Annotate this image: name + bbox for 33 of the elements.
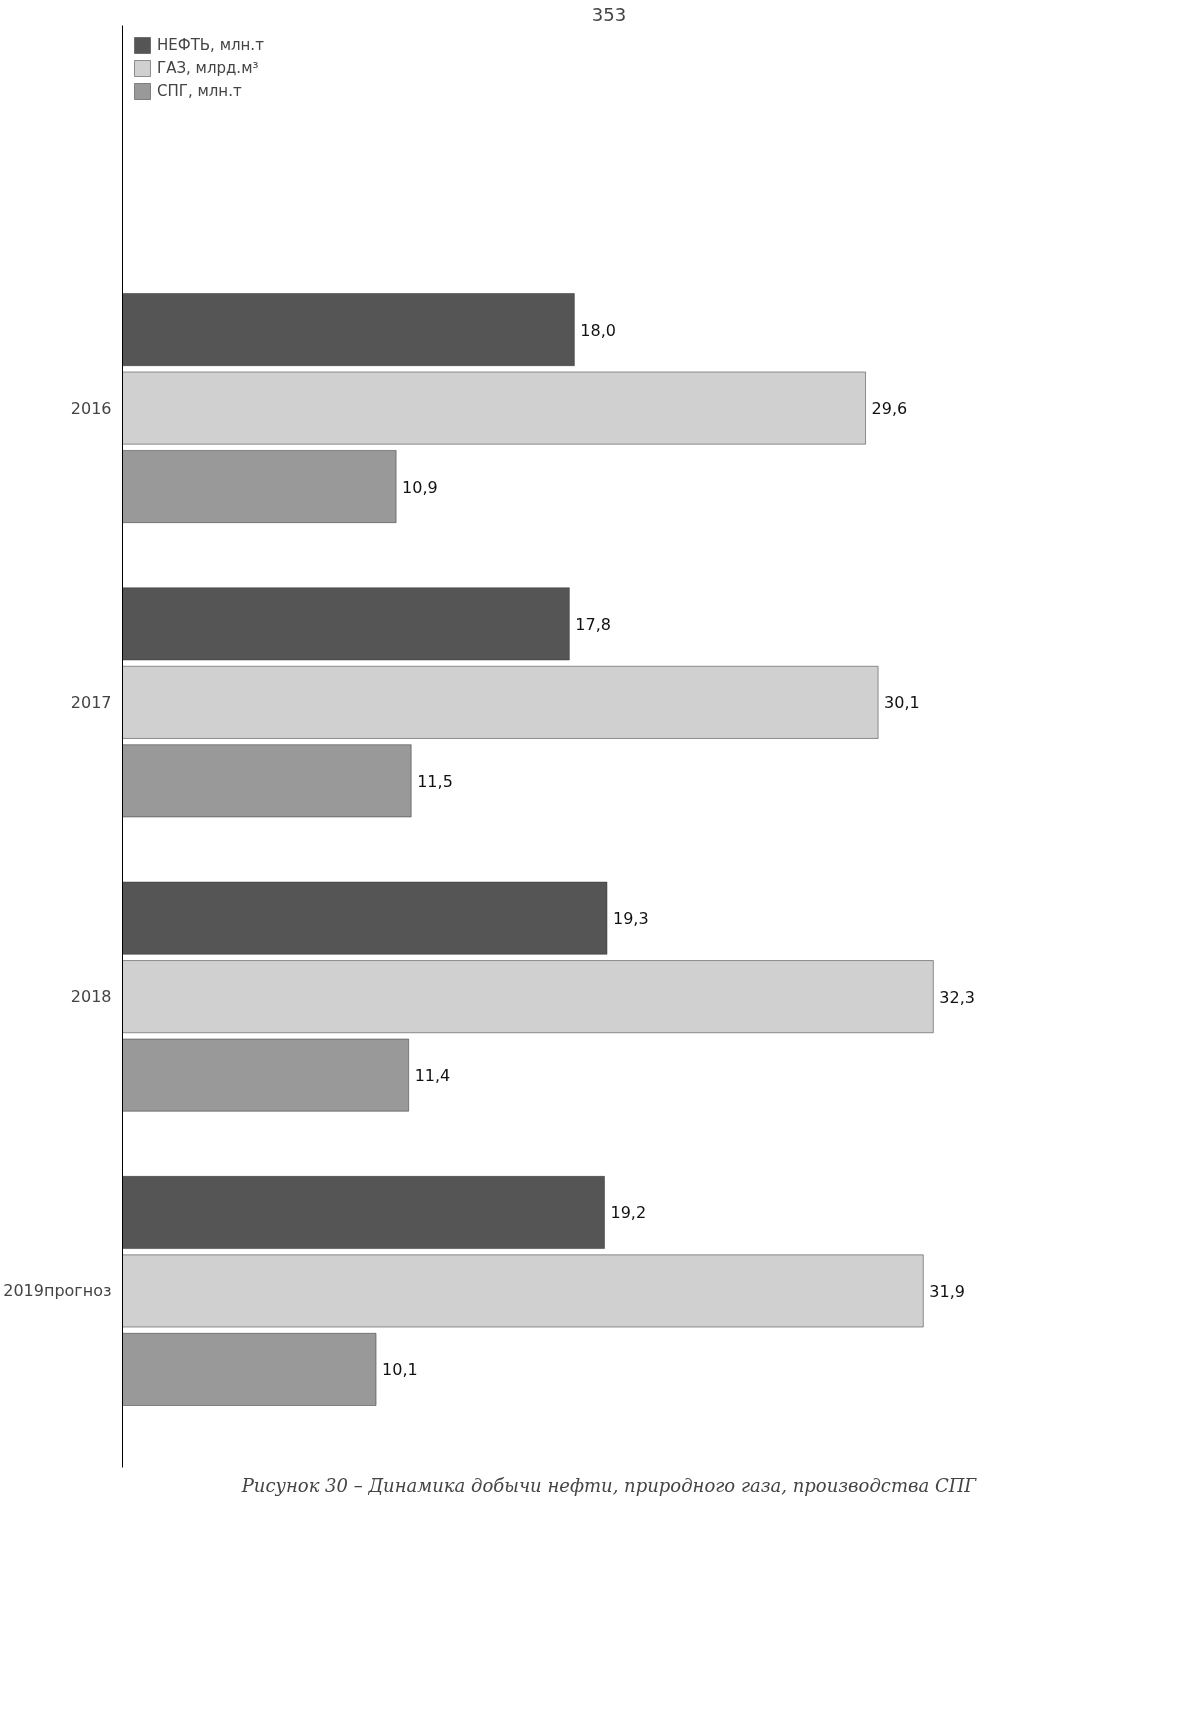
- legend-label: ГАЗ, млрд.м³: [157, 59, 259, 77]
- data-label: 18,0: [580, 320, 616, 340]
- data-label: 19,2: [610, 1203, 647, 1223]
- data-label: 10,1: [382, 1360, 418, 1380]
- data-label: 29,6: [871, 399, 908, 419]
- data-label: 32,3: [939, 987, 975, 1007]
- bar: [122, 293, 575, 366]
- bar: [122, 744, 412, 818]
- bar: [122, 450, 397, 523]
- bar: [122, 881, 608, 955]
- bar: [122, 1038, 409, 1112]
- data-label: 11,5: [417, 771, 453, 791]
- bar: [122, 1176, 605, 1249]
- data-label: 19,3: [612, 909, 649, 929]
- data-label: 31,9: [929, 1281, 965, 1301]
- y-tick-label: 2019прогноз: [3, 1281, 112, 1301]
- data-label: 17,8: [575, 614, 611, 634]
- legend-label: СПГ, млн.т: [157, 82, 242, 100]
- bar: [122, 587, 570, 661]
- data-label: 10,9: [402, 477, 438, 497]
- data-label: 11,4: [414, 1066, 451, 1086]
- bar: [122, 1254, 924, 1328]
- text: 353: [591, 3, 627, 25]
- bar: [122, 371, 866, 445]
- bar: [122, 960, 934, 1033]
- bar: [122, 1333, 377, 1406]
- text: Рисунок 30 – Динамика добычи нефти, природного газа, производства СПГ: [240, 1474, 978, 1496]
- legend-label: НЕФТЬ, млн.т: [157, 36, 264, 54]
- y-tick-label: 2016: [70, 398, 112, 418]
- y-tick-label: 2017: [70, 692, 112, 712]
- data-label: 30,1: [884, 693, 920, 713]
- y-tick-label: 2018: [70, 987, 112, 1007]
- bar: [122, 666, 879, 739]
